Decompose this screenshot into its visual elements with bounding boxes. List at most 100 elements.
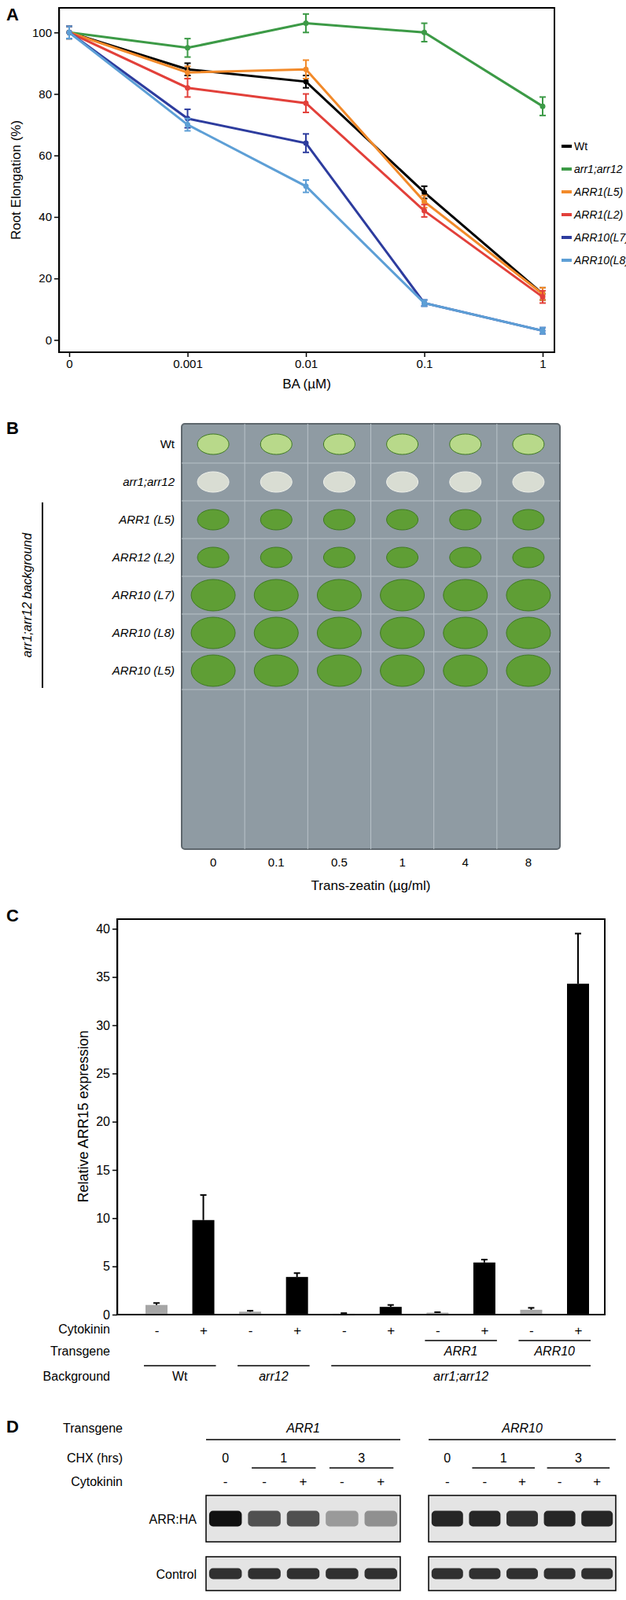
tick: 0.1 [416,352,434,371]
series [66,25,546,303]
tick: 0.01 [294,352,318,371]
tick-label: 30 [95,1019,111,1033]
callus [260,509,292,531]
error-bar [294,1273,301,1278]
grid-line [181,500,560,502]
legend-entry: ARR10(L8) [573,254,626,267]
grid-line [181,463,560,464]
tick-label: - [342,1323,347,1339]
band [247,1511,280,1528]
callus [506,655,551,687]
band [431,1568,464,1580]
y-axis: 0510152025303540 [95,920,118,1322]
tick: 80 [38,87,59,101]
legend-swatch [561,235,572,240]
bar [519,1310,542,1315]
tick: 15 [95,1163,118,1178]
error-bar [66,25,73,39]
callus [386,509,419,531]
callus [512,434,545,455]
band [364,1568,398,1580]
callus [254,655,299,687]
bar [286,1277,309,1315]
error-bar-part [200,1194,207,1197]
error-bar [153,1303,160,1305]
tick-label: 0 [103,1308,111,1322]
error-bar-part [421,203,428,206]
error-bar-part [302,58,310,61]
tick: + [574,1314,583,1339]
tick: 30 [95,1019,118,1033]
error-bar-part [202,1195,205,1221]
tick: - [154,1314,160,1339]
callus [443,617,488,649]
group-line [237,1365,310,1367]
error-bar-part [66,37,73,40]
marker [303,78,310,85]
error-bar-part [434,1311,441,1314]
grid-line [244,423,246,850]
tick-label: 0.01 [294,357,318,371]
tick: 40 [95,922,118,936]
group-line [547,1467,611,1470]
error-bar-part [302,191,310,194]
tick-label: 0.1 [416,357,434,371]
axis-title: Root Elongation (%) [8,120,24,240]
plot-frame [117,919,605,1315]
tick: 35 [95,970,118,984]
marker [66,29,73,36]
tick-label: - [154,1323,160,1339]
error-bar-part [66,37,73,40]
error-bar [302,133,310,152]
callus [506,579,551,612]
error-bar [66,25,73,39]
plate [181,423,560,850]
group-label: 0 [443,1451,451,1466]
tick-mark [112,1170,118,1172]
error-bar-part [184,56,192,59]
grid-line [370,423,372,850]
callus [191,617,236,649]
marker [184,84,191,91]
tick-mark [112,976,118,979]
callus [316,655,361,687]
error-bar-part [184,37,192,40]
marker [66,29,73,36]
band [364,1511,398,1528]
tick-label: 0 [45,333,52,347]
lane-label: + [376,1474,385,1490]
x-axis: -+-+-+-+-+ [117,1314,605,1339]
band [544,1568,576,1580]
error-bar-part [340,1312,347,1315]
plot-frame [58,7,555,353]
error-bar-part [302,13,310,15]
callus [316,617,361,649]
callus [254,617,299,649]
tick-label: - [435,1323,441,1339]
callus [323,471,355,493]
row-label: ARR10 (L7) [111,588,175,602]
group-label: Wt [172,1369,188,1384]
legend-entry: ARR1(L5) [573,185,623,199]
group-label: ARR1 [285,1421,321,1436]
tick-mark [112,1266,118,1268]
group-label: arr1;arr12 [433,1369,489,1384]
callus [323,509,355,531]
lane-label: + [518,1474,527,1490]
callus [197,547,229,568]
error-bar-part [302,77,310,80]
error-bar-part [184,65,192,67]
tick: + [199,1314,208,1339]
callus [197,471,229,493]
grid-line [181,614,560,615]
line [69,32,543,294]
error-bar-part [302,31,310,34]
legend-entry: ARR1(L2) [573,208,623,221]
row-label: ARR1 (L5) [117,512,175,527]
error-bar [481,1259,488,1264]
tick-label: + [293,1323,302,1339]
error-bar [421,300,428,307]
tick-label: 1 [539,357,546,371]
error-bar [302,59,310,78]
tick-label: 0 [66,357,73,371]
